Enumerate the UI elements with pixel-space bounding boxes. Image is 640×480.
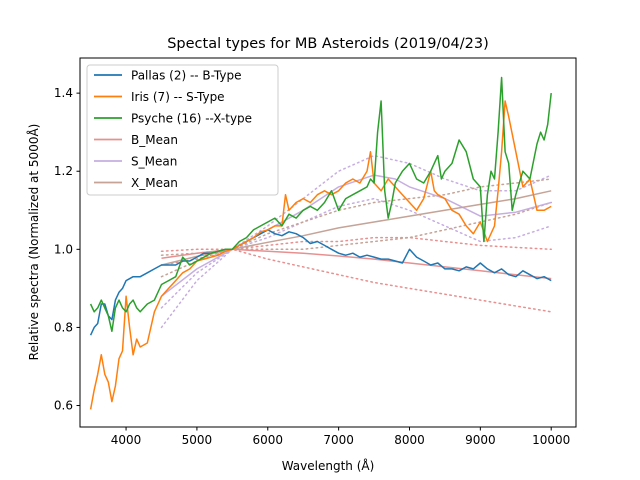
legend-label: B_Mean [131,133,178,147]
series-line-psyche [89,76,552,333]
legend-label: Pallas (2) -- B-Type [131,69,241,83]
legend: Pallas (2) -- B-Type Iris (7) -- S-Type Ps… [86,64,279,196]
x-axis-label: Wavelength (Å) [282,458,375,473]
x-tick-label: 7000 [323,433,354,447]
legend-label: Psyche (16) --X-type [131,112,252,126]
legend-label: S_Mean [131,155,177,169]
legend-box [86,64,279,196]
y-tick-label: 0.6 [54,399,73,413]
y-tick-label: 1.0 [54,242,73,256]
chart-title: Spectal types for MB Asteroids (2019/04/… [167,36,489,52]
legend-label: X_Mean [131,176,178,190]
y-axis-ticks: 0.6 0.8 1.0 1.2 1.4 [54,86,80,413]
x-tick-label: 8000 [394,433,425,447]
x-tick-label: 6000 [252,433,283,447]
std-band-line-1 [160,248,552,313]
x-tick-label: 9000 [465,433,496,447]
series-line-iris [89,100,552,410]
series-layer [89,76,552,410]
x-tick-label: 5000 [182,433,213,447]
x-axis-ticks: 4000 5000 6000 7000 8000 9000 10000 [111,427,570,447]
y-tick-label: 1.4 [54,86,73,100]
y-axis-label: Relative spectra (Normalized at 5000Å) [26,124,41,361]
x-tick-label: 10000 [532,433,570,447]
std-band-line-0 [160,236,552,253]
legend-label: Iris (7) -- S-Type [131,90,225,104]
y-tick-label: 1.2 [54,164,73,178]
y-tick-label: 0.8 [54,320,73,334]
plot-frame [79,57,577,428]
std-band-line-3 [160,197,552,329]
series-line-pallas [89,229,552,336]
x-tick-label: 4000 [111,433,142,447]
